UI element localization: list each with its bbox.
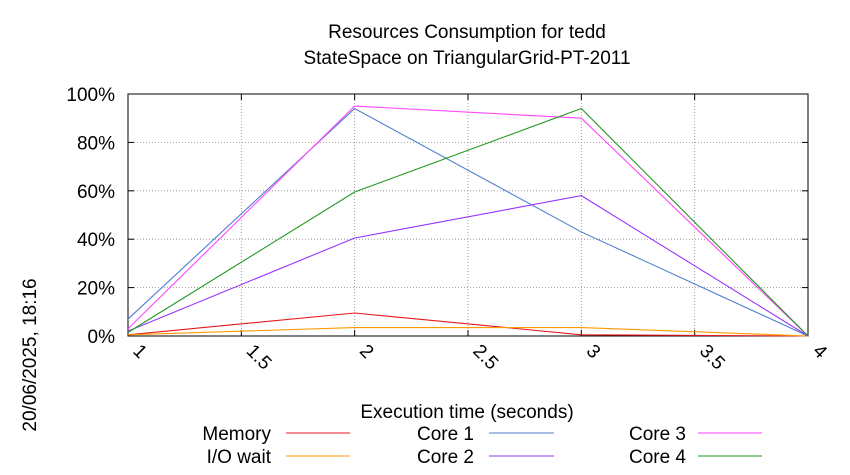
legend-label-memory: Memory <box>202 424 271 445</box>
x-tick-label-0: 1 <box>128 341 150 363</box>
series-line-i-o-wait <box>127 326 809 337</box>
x-tick-label-5: 3.5 <box>695 341 729 375</box>
legend-label-i-o-wait: I/O wait <box>207 447 272 468</box>
grid-lines <box>128 93 808 336</box>
x-tick-label-1: 1.5 <box>242 341 276 375</box>
legend-label-core-2: Core 2 <box>417 447 474 468</box>
y-tick-label-5: 100% <box>66 85 115 106</box>
series-line-core-2 <box>127 195 809 337</box>
y-tick-label-1: 20% <box>77 279 115 300</box>
y-tick-label-4: 80% <box>77 133 115 154</box>
legend-label-core-4: Core 4 <box>629 447 686 468</box>
x-tick-label-4: 3 <box>582 341 604 363</box>
axes <box>127 93 809 337</box>
x-axis-label: Execution time (seconds) <box>360 402 573 423</box>
series-line-memory <box>127 312 809 337</box>
series-lines <box>127 105 809 337</box>
y-tick-label-2: 40% <box>77 230 115 251</box>
y-tick-label-3: 60% <box>77 182 115 203</box>
legend-label-core-1: Core 1 <box>417 424 474 445</box>
x-tick-label-6: 4 <box>808 341 831 364</box>
series-line-core-1 <box>127 107 809 337</box>
chart-title-line2: StateSpace on TriangularGrid-PT-2011 <box>303 48 630 69</box>
series-line-core-3 <box>127 105 809 337</box>
x-tick-label-2: 2 <box>355 341 377 363</box>
series-line-core-4 <box>127 107 809 337</box>
chart-title-line1: Resources Consumption for tedd <box>328 22 606 43</box>
timestamp-label: 20/06/2025, 18:16 <box>20 278 41 431</box>
x-tick-label-3: 2.5 <box>468 341 502 375</box>
legend-label-core-3: Core 3 <box>629 424 686 445</box>
y-tick-labels: 0% 20% 40% 60% 80% 100% <box>66 85 115 348</box>
y-tick-label-0: 0% <box>88 327 116 348</box>
x-tick-labels: 1 1.5 2 2.5 3 3.5 4 <box>128 341 831 375</box>
